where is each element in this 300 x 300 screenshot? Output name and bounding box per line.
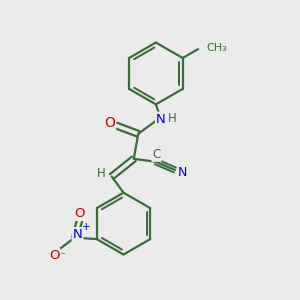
Text: N: N xyxy=(73,228,82,241)
Text: +: + xyxy=(82,222,90,232)
Text: O: O xyxy=(49,249,59,262)
Text: O: O xyxy=(104,116,115,130)
Text: N: N xyxy=(178,167,187,179)
Text: CH₃: CH₃ xyxy=(206,43,227,53)
Text: H: H xyxy=(168,112,177,125)
Text: C: C xyxy=(152,148,160,161)
Text: ⁻: ⁻ xyxy=(59,251,65,261)
Text: O: O xyxy=(75,207,85,220)
Text: N: N xyxy=(156,112,166,126)
Text: H: H xyxy=(97,167,106,180)
